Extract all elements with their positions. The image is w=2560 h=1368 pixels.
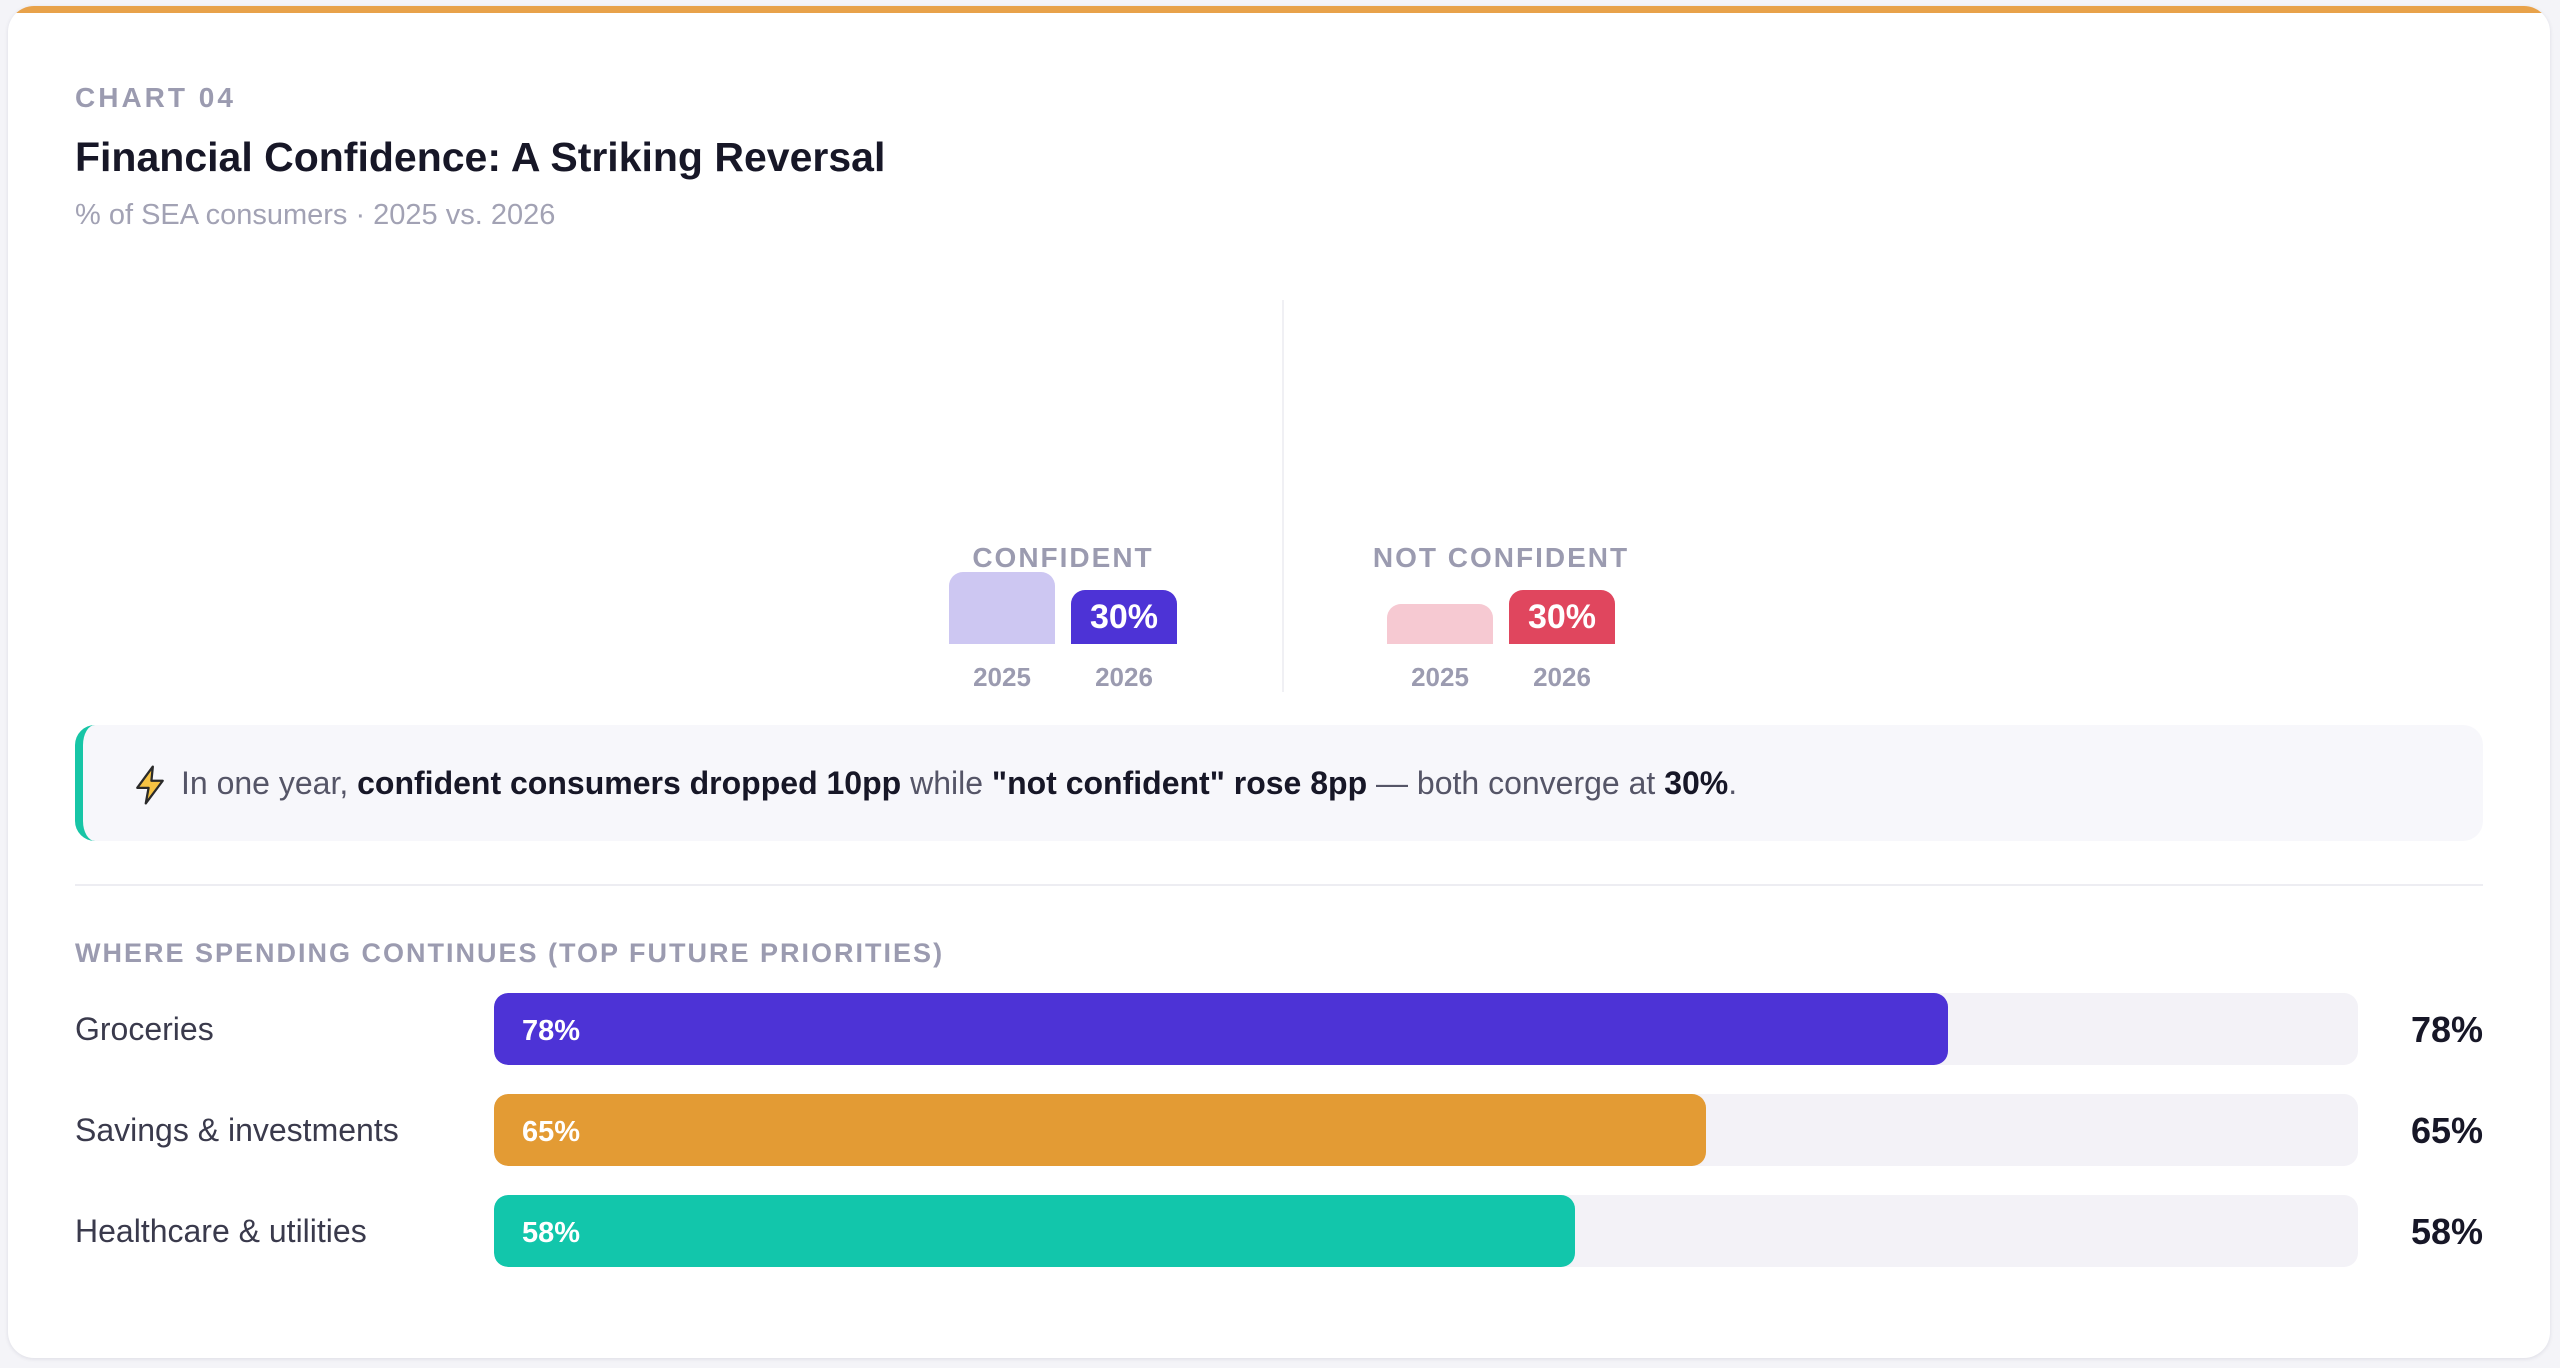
bar-inner-label: 65%: [522, 1116, 581, 1148]
priorities-section-title: WHERE SPENDING CONTINUES (TOP FUTURE PRI…: [75, 938, 945, 968]
column-bar-1-2026: 30%: [1071, 590, 1177, 644]
callout-part: 30%: [1664, 765, 1729, 801]
bar-fill: 78%: [494, 993, 1948, 1065]
bar-track: 58%: [494, 1195, 2358, 1267]
callout-text: In one year, confident consumers dropped…: [181, 765, 1737, 802]
top-accent-bar: [8, 6, 2550, 13]
column-bar-1-2025: [949, 572, 1055, 644]
row-label: Groceries: [75, 1011, 214, 1047]
bar-track: 78%: [494, 993, 2358, 1065]
group-label-1: CONFIDENT: [972, 542, 1154, 573]
bar-inner-label: 78%: [522, 1015, 581, 1047]
row-label: Savings & investments: [75, 1112, 399, 1148]
callout-part: while: [901, 765, 992, 801]
callout-part: In one year,: [181, 765, 358, 801]
chart-subtitle: % of SEA consumers · 2025 vs. 2026: [75, 199, 556, 231]
bar-inner-label: 58%: [522, 1217, 581, 1249]
chart-title: Financial Confidence: A Striking Reversa…: [75, 134, 886, 180]
chart-card: CHART 04 Financial Confidence: A Strikin…: [8, 6, 2550, 1358]
column-value-label: 30%: [1527, 598, 1597, 636]
year-label: 2026: [1533, 662, 1591, 692]
group-label-2: NOT CONFIDENT: [1372, 542, 1630, 573]
callout-part: — both converge at: [1367, 765, 1665, 801]
group-divider: [1282, 300, 1284, 692]
year-label: 2026: [1095, 662, 1153, 692]
chart-eyebrow: CHART 04: [75, 82, 236, 113]
column-bar-2-2026: 30%: [1509, 590, 1615, 644]
callout-part: confident consumers dropped 10pp: [357, 765, 902, 801]
year-label: 2025: [973, 662, 1031, 692]
bar-track: 65%: [494, 1094, 2358, 1166]
row-value: 78%: [2410, 1009, 2483, 1050]
lightning-icon: [136, 765, 164, 805]
section-divider: [75, 884, 2483, 886]
year-label: 2025: [1411, 662, 1469, 692]
bar-fill: 65%: [494, 1094, 1706, 1166]
column-value-label: 30%: [1089, 598, 1159, 636]
callout-part: "not confident" rose 8pp: [991, 765, 1368, 801]
row-value: 65%: [2410, 1110, 2483, 1151]
column-bar-2-2025: [1387, 604, 1493, 644]
callout-part: .: [1728, 765, 1738, 801]
bar-fill: 58%: [494, 1195, 1575, 1267]
insight-callout: In one year, confident consumers dropped…: [75, 725, 2483, 841]
row-value: 58%: [2410, 1211, 2483, 1252]
row-label: Healthcare & utilities: [75, 1213, 367, 1249]
